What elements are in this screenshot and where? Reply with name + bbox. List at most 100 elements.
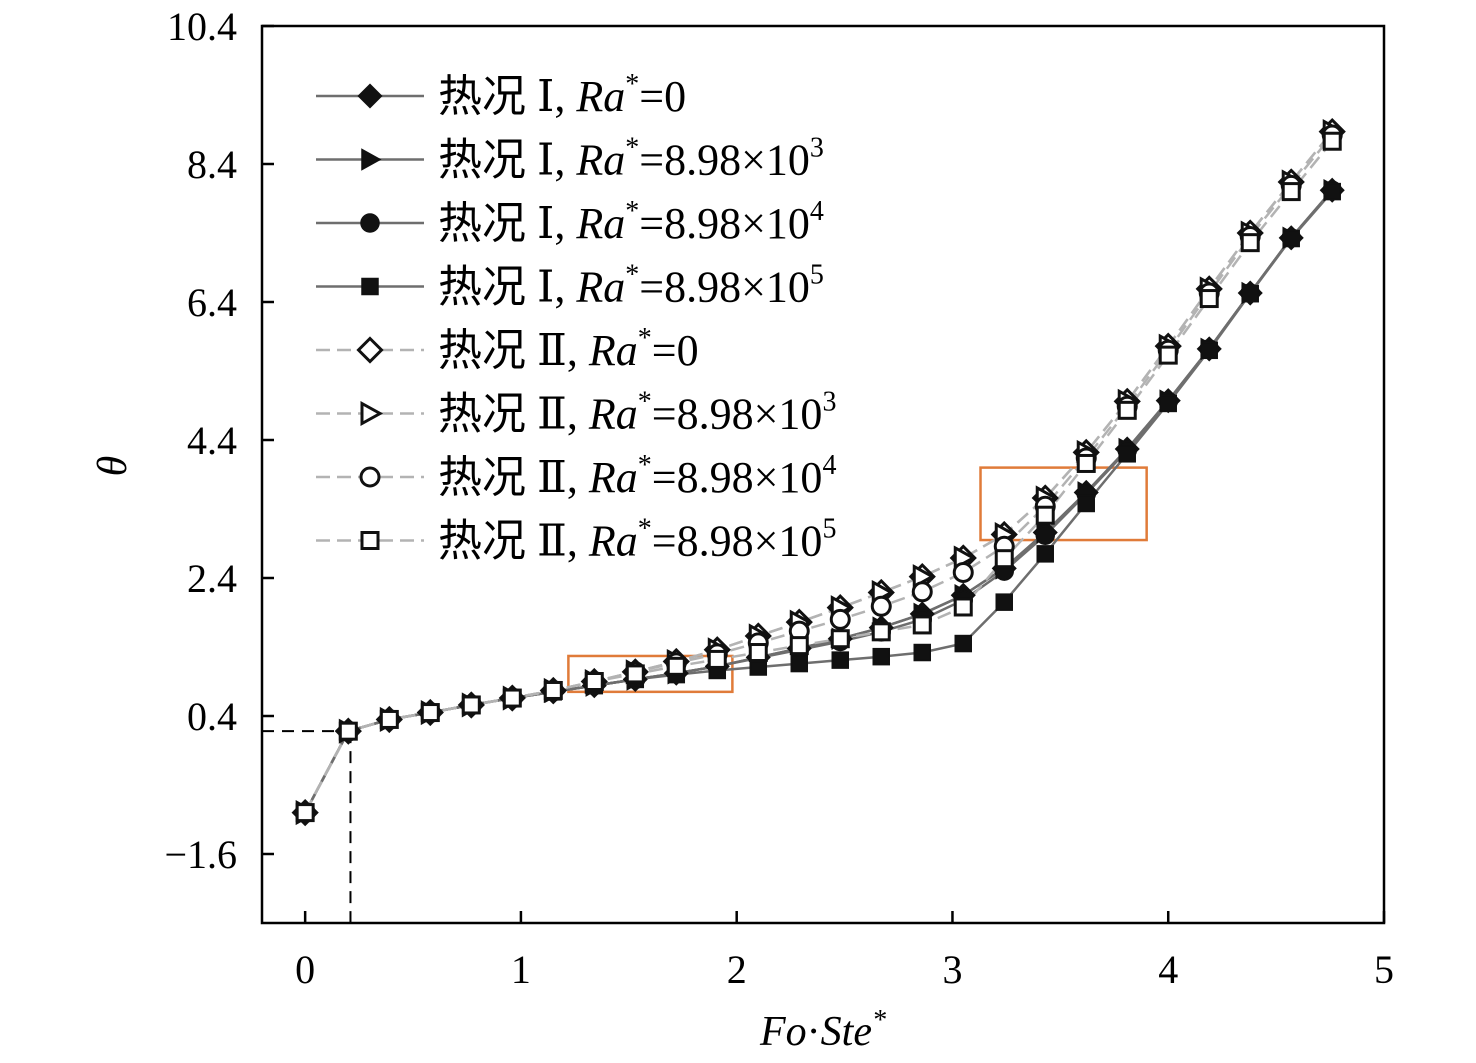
legend-exponent: 3 [810,133,824,164]
y-axis-title: θ [90,456,136,477]
legend-item: 热况 Ⅰ, Ra*=8.98×105 [316,260,824,312]
legend-sup-star: * [638,450,652,481]
series-markers [291,117,1346,827]
legend-exponent: 4 [810,196,824,227]
legend-prefix: 热况 Ⅱ, [438,453,589,502]
highlight-box [979,466,1148,542]
data-point [831,651,850,669]
data-point [954,634,972,653]
data-point [829,608,851,630]
plot-frame [260,24,1386,925]
data-point [379,709,399,729]
legend-value: =8.98×10 [652,517,823,566]
legend-sup-star: * [625,260,639,291]
legend-prefix: 热况 Ⅱ, [438,517,589,566]
y-tick-label: 2.4 [187,556,237,601]
x-tick-label: 5 [1374,947,1394,992]
data-point [953,597,973,617]
data-point [707,649,727,669]
data-point [1199,289,1219,309]
legend-label: 热况 Ⅰ, Ra*=8.98×105 [438,260,824,312]
legend-item: 热况 Ⅱ, Ra*=0 [316,323,699,375]
legend-item: 热况 Ⅰ, Ra*=8.98×104 [316,196,824,248]
legend-marker [360,531,380,550]
data-point [1241,284,1259,303]
data-point [625,664,645,684]
legend-value: =0 [652,326,699,375]
legend-var: Ra [588,326,638,375]
x-tick-label: 2 [727,947,747,992]
data-point [1322,131,1342,151]
x-tick-label: 4 [1158,947,1178,992]
legend-item: 热况 Ⅱ, Ra*=8.98×103 [316,387,836,439]
data-point [1240,233,1260,253]
legend-label: 热况 Ⅰ, Ra*=0 [438,69,686,121]
data-point [295,803,315,823]
legend-item: 热况 Ⅱ, Ra*=8.98×104 [316,450,836,502]
legend-prefix: 热况 Ⅰ, [438,72,576,121]
data-point [1323,182,1341,201]
legend-value: =8.98×10 [652,390,823,439]
legend-value: =8.98×10 [639,136,810,185]
data-point [872,647,891,666]
data-point [543,680,563,700]
data-point [666,656,686,676]
legend-value: =8.98×10 [639,199,810,248]
legend-sup-star: * [625,133,639,164]
data-point [461,695,481,715]
data-point [1118,445,1136,463]
highlight-box [567,654,734,694]
legend-item: 热况 Ⅱ, Ra*=8.98×105 [316,514,836,566]
data-point [1159,394,1177,413]
legend-sup-star: * [638,387,652,418]
x-tick-label: 3 [942,947,962,992]
legend-exponent: 3 [822,387,836,418]
data-point [870,595,892,617]
legend-prefix: 热况 Ⅰ, [438,199,576,248]
legend-var: Ra [575,199,625,248]
legend-prefix: 热况 Ⅰ, [438,263,576,312]
y-tick-label: 8.4 [187,142,237,187]
legend-var: Ra [575,136,625,185]
legend-exponent: 4 [822,450,836,481]
legend-sup-star: * [625,69,639,100]
legend-exponent: 5 [822,514,836,545]
x-axis-title-a: Fo [759,1009,807,1055]
legend-label: 热况 Ⅱ, Ra*=8.98×105 [438,514,836,566]
legend-label: 热况 Ⅱ, Ra*=8.98×103 [438,387,836,439]
data-point [789,636,809,656]
y-tick-label: 4.4 [187,418,237,463]
legend-value: =8.98×10 [652,453,823,502]
legend-var: Ra [588,517,638,566]
legend-exponent: 5 [810,260,824,291]
data-point [1200,341,1218,360]
data-point [1281,182,1301,202]
data-point [1035,505,1055,525]
x-axis: 0 1 2 3 4 5 [295,911,1394,992]
data-point [912,615,932,635]
data-point [994,549,1014,569]
data-point [420,703,440,723]
data-point [1076,453,1096,473]
data-point [790,654,809,673]
legend-marker [360,213,380,233]
y-axis: −1.6 0.4 2.4 4.4 6.4 8.4 10.4 [164,4,274,877]
reference-lines [262,730,352,923]
legend-sup-star: * [638,323,652,354]
x-axis-title-dot: · [807,1009,821,1055]
legend-value: =8.98×10 [639,263,810,312]
data-point [1117,400,1137,420]
legend-item: 热况 Ⅰ, Ra*=8.98×103 [316,133,824,185]
data-point [871,622,891,642]
data-point [748,643,768,663]
legend-sup-star: * [638,514,652,545]
y-tick-label: −1.6 [164,832,237,877]
x-tick-label: 1 [511,947,531,992]
data-point [1036,545,1054,563]
data-point [1282,229,1300,248]
legend-marker [357,83,383,109]
data-point [1077,494,1095,513]
legend-prefix: 热况 Ⅱ, [438,326,589,375]
x-axis-title-sup: * [872,1005,886,1036]
